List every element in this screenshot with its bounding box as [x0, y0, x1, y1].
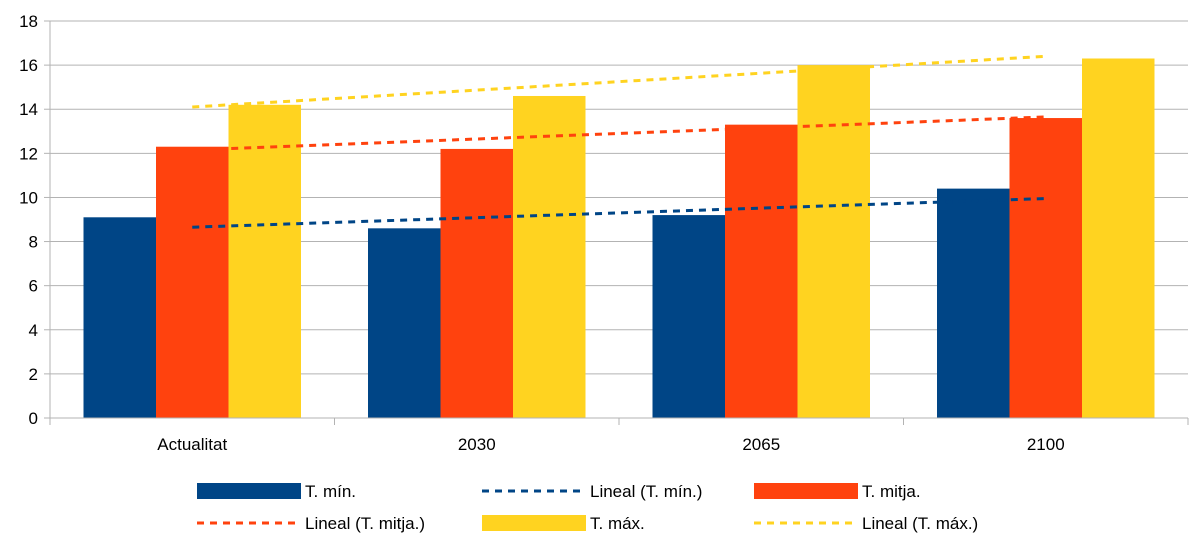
legend-swatch-t-mitja [754, 483, 858, 499]
bar-t-mitja [725, 124, 798, 419]
bar-t-m-n [937, 188, 1010, 418]
x-tick-label: 2030 [458, 435, 496, 454]
legend-swatch-t-m-x [482, 515, 586, 531]
y-tick-label: 4 [29, 321, 38, 340]
y-tick-label: 14 [19, 100, 38, 119]
y-tick-labels: 0 2 4 6 8 10 12 14 16 18 [19, 12, 38, 428]
y-tick-label: 10 [19, 188, 38, 207]
bar-t-m-x [1082, 58, 1155, 418]
bar-t-m-x [228, 104, 301, 419]
trendlines [192, 54, 1046, 229]
y-tick-label: 16 [19, 56, 38, 75]
y-tick-label: 2 [29, 365, 38, 384]
bar-t-mitja [1009, 118, 1082, 419]
x-tick-label: 2100 [1027, 435, 1065, 454]
legend-label: T. mín. [305, 482, 356, 501]
bar-t-m-n [368, 228, 441, 418]
bar-t-m-n [83, 217, 156, 418]
legend-swatch-t-m-n [197, 483, 301, 499]
x-tick-label: 2065 [742, 435, 780, 454]
legend-label: Lineal (T. mín.) [590, 482, 702, 501]
x-tick-labels: Actualitat 2030 2065 2100 [157, 435, 1064, 454]
bar-t-m-x [513, 95, 586, 418]
bars [83, 58, 1155, 419]
bar-t-m-x [797, 65, 870, 418]
y-tick-label: 18 [19, 12, 38, 31]
y-tick-label: 6 [29, 277, 38, 296]
legend: T. mín. Lineal (T. mín.) T. mitja. Lineal (… [197, 482, 978, 533]
trendline-lineal-t-mitja [192, 115, 1046, 152]
axes [44, 20, 1189, 425]
y-tick-label: 8 [29, 233, 38, 252]
trendline-lineal-t-m-x [192, 54, 1046, 109]
x-tick-label: Actualitat [157, 435, 227, 454]
legend-label: T. máx. [590, 514, 645, 533]
bar-t-mitja [156, 146, 229, 418]
legend-label: Lineal (T. mitja.) [305, 514, 425, 533]
trendline-lineal-t-m-n [192, 197, 1046, 229]
legend-label: Lineal (T. máx.) [862, 514, 978, 533]
legend-label: T. mitja. [862, 482, 921, 501]
bar-t-m-n [652, 215, 725, 418]
y-tick-label: 12 [19, 144, 38, 163]
y-tick-label: 0 [29, 409, 38, 428]
bar-t-mitja [440, 148, 513, 418]
